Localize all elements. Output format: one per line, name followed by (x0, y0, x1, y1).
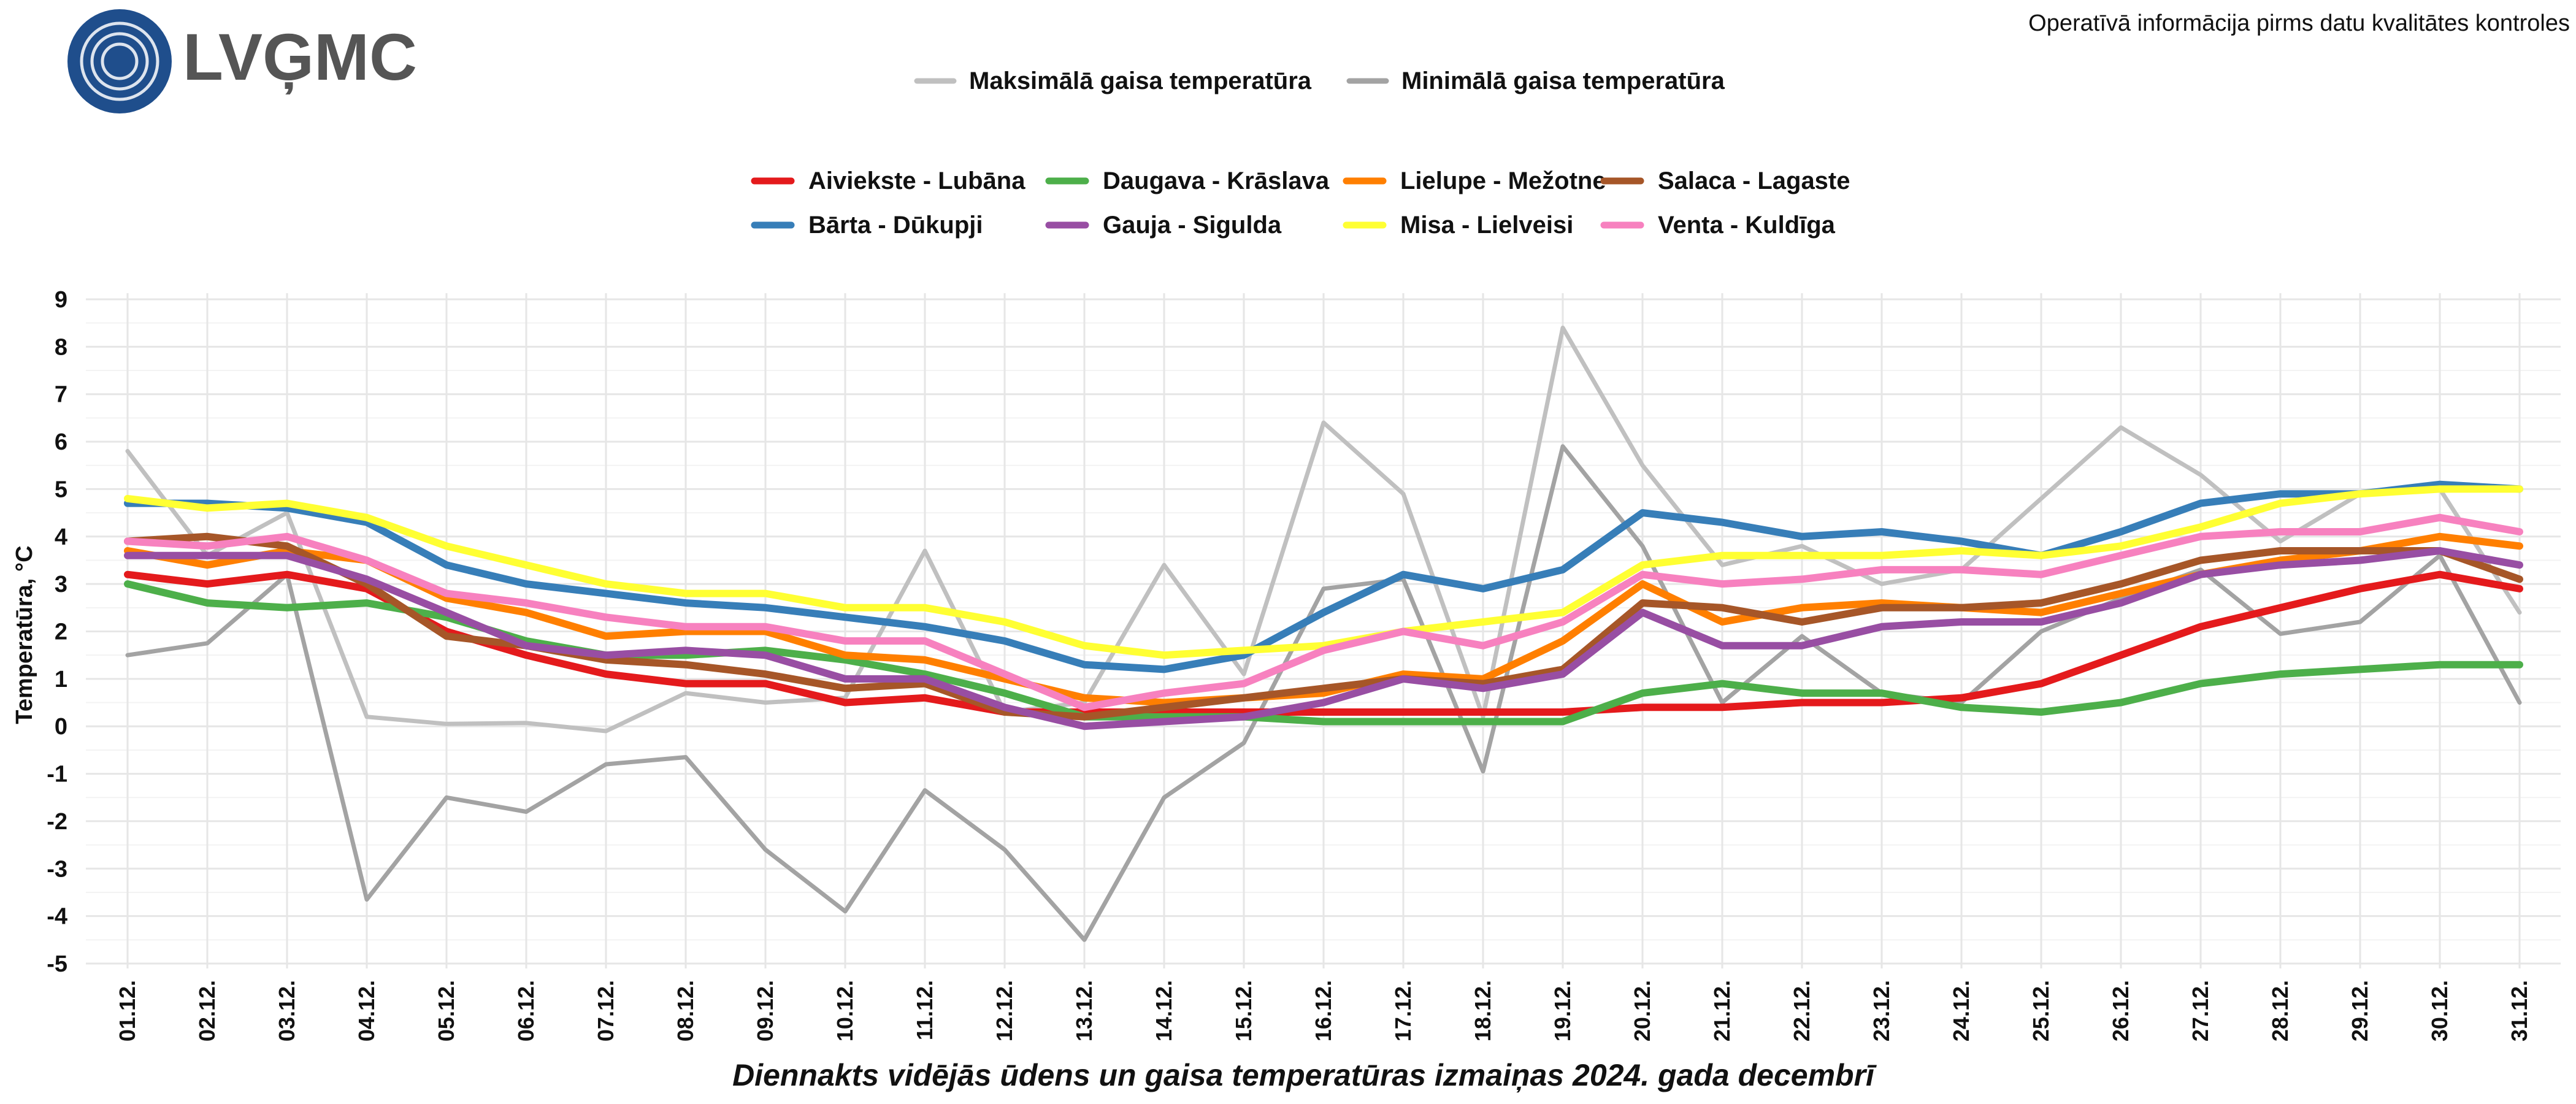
x-tick-label: 01.12. (115, 980, 140, 1041)
x-tick-label: 12.12. (992, 980, 1017, 1041)
y-tick-label: 9 (55, 287, 67, 313)
lvgmc-logo: LVĢMC (67, 9, 417, 113)
legend-label: Lielupe - Mežotne (1400, 167, 1606, 194)
x-tick-label: 02.12. (194, 980, 220, 1041)
x-tick-label: 13.12. (1071, 980, 1097, 1041)
x-tick-label: 19.12. (1550, 980, 1575, 1041)
y-tick-label: 7 (55, 382, 67, 408)
legend-label: Maksimālā gaisa temperatūra (969, 67, 1312, 94)
legend-label: Minimālā gaisa temperatūra (1401, 67, 1725, 94)
x-tick-label: 16.12. (1311, 980, 1336, 1041)
x-tick-label: 10.12. (832, 980, 857, 1041)
air-series-line (125, 325, 2522, 734)
x-tick-label: 31.12. (2507, 980, 2532, 1041)
water-series-line (124, 480, 2523, 673)
legend-label: Aiviekste - Lubāna (808, 167, 1025, 194)
water-series-line (124, 570, 2523, 716)
water-legend: Aiviekste - Lubāna Daugava - Krāslava Liel… (751, 167, 1850, 239)
x-tick-label: 11.12. (912, 980, 937, 1040)
water-series-line (124, 532, 2523, 707)
y-axis: 9 8 7 6 5 4 3 2 1 0 -1 -2 -3 -4 -5 (47, 287, 67, 977)
x-tick-label: 26.12. (2108, 980, 2133, 1041)
x-tick-label: 09.12. (753, 980, 778, 1041)
logo-ring-icon (90, 32, 149, 91)
water-series-line (124, 547, 2523, 730)
y-axis-label: Temperatūra, °C (12, 545, 37, 724)
legend-label: Daugava - Krāslava (1103, 167, 1330, 194)
x-tick-label: 17.12. (1390, 980, 1416, 1041)
x-tick-label: 06.12. (513, 980, 539, 1041)
x-tick-label: 03.12. (274, 980, 299, 1041)
x-tick-label: 30.12. (2427, 980, 2452, 1041)
y-tick-label: 4 (55, 524, 67, 550)
x-tick-label: 24.12. (1949, 980, 1974, 1041)
x-tick-label: 29.12. (2347, 980, 2372, 1041)
y-tick-label: -5 (47, 951, 67, 977)
y-tick-label: 2 (55, 619, 67, 645)
x-tick-label: 15.12. (1231, 980, 1256, 1041)
legend-label: Venta - Kuldīga (1658, 212, 1836, 239)
data-quality-note: Operatīvā informācija pirms datu kvalitā… (2028, 10, 2570, 36)
y-tick-label: -1 (47, 762, 67, 788)
y-tick-label: -3 (47, 856, 67, 882)
air-legend: Maksimālā gaisa temperatūra Minimālā gais… (914, 67, 1725, 94)
y-tick-label: 5 (55, 477, 67, 502)
x-tick-label: 18.12. (1470, 980, 1495, 1041)
x-tick-label: 20.12. (1630, 980, 1655, 1041)
chart-title: Diennakts vidējās ūdens un gaisa tempera… (732, 1058, 1877, 1092)
water-temperature-series (124, 480, 2523, 730)
y-tick-label: 6 (55, 429, 67, 455)
logo-ring-icon (80, 21, 159, 101)
x-tick-label: 08.12. (673, 980, 698, 1041)
x-tick-label: 14.12. (1151, 980, 1176, 1041)
logo-ring-icon (101, 42, 139, 80)
legend-label: Gauja - Sigulda (1103, 212, 1282, 239)
legend-label: Salaca - Lagaste (1658, 167, 1850, 194)
y-tick-label: 1 (55, 667, 67, 692)
x-tick-label: 27.12. (2188, 980, 2213, 1041)
x-tick-label: 07.12. (593, 980, 618, 1041)
x-tick-label: 28.12. (2267, 980, 2293, 1041)
x-tick-label: 23.12. (1869, 980, 1894, 1041)
x-tick-label: 21.12. (1709, 980, 1735, 1041)
air-series-line (125, 444, 2522, 942)
x-tick-label: 04.12. (354, 980, 379, 1041)
x-tick-label: 05.12. (434, 980, 459, 1041)
water-series-line (124, 580, 2523, 726)
x-axis: 01.12. 02.12. 03.12. 04.12. 05.12. 06.12. 07.1… (115, 980, 2532, 1041)
water-series-line (124, 485, 2523, 659)
y-tick-label: 8 (55, 334, 67, 360)
y-tick-label: 0 (55, 714, 67, 740)
logo-text: LVĢMC (183, 20, 417, 94)
x-tick-label: 25.12. (2028, 980, 2053, 1041)
legend-label: Misa - Lielveisi (1400, 212, 1573, 239)
y-tick-label: 3 (55, 572, 67, 597)
legend-label: Bārta - Dūkupji (808, 212, 983, 239)
y-tick-label: -2 (47, 809, 67, 835)
water-series-line (124, 513, 2523, 711)
y-tick-label: -4 (47, 904, 67, 930)
air-temperature-series (125, 325, 2522, 942)
x-tick-label: 22.12. (1789, 980, 1814, 1041)
